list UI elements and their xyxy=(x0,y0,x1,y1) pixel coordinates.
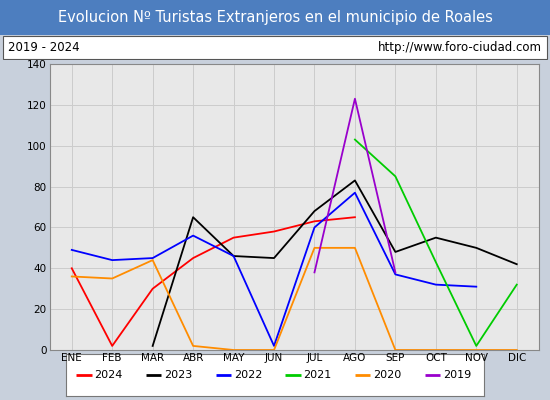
Text: 2024: 2024 xyxy=(95,370,123,380)
2020 xyxy=(351,246,358,250)
2019 xyxy=(311,270,318,275)
Text: Evolucion Nº Turistas Extranjeros en el municipio de Roales: Evolucion Nº Turistas Extranjeros en el … xyxy=(58,10,492,25)
2021 xyxy=(473,344,480,348)
2024 xyxy=(109,344,116,348)
Line: 2022: 2022 xyxy=(72,193,476,346)
2020 xyxy=(271,348,277,352)
2022 xyxy=(432,282,439,287)
Text: 2022: 2022 xyxy=(234,370,262,380)
2024 xyxy=(230,235,237,240)
Text: 2021: 2021 xyxy=(304,370,332,380)
2022 xyxy=(230,254,237,258)
Text: 2023: 2023 xyxy=(164,370,192,380)
2020 xyxy=(514,348,520,352)
2022 xyxy=(109,258,116,262)
Text: 2019 - 2024: 2019 - 2024 xyxy=(8,41,80,54)
Text: 2019: 2019 xyxy=(443,370,471,380)
2020 xyxy=(230,348,237,352)
2020 xyxy=(311,246,318,250)
2019 xyxy=(351,96,358,101)
2020 xyxy=(392,348,399,352)
2024 xyxy=(150,286,156,291)
Line: 2021: 2021 xyxy=(355,140,517,346)
2020 xyxy=(150,258,156,262)
2024 xyxy=(351,215,358,220)
2022 xyxy=(351,190,358,195)
Line: 2020: 2020 xyxy=(72,248,517,350)
2022 xyxy=(473,284,480,289)
2024 xyxy=(190,256,196,260)
2022 xyxy=(150,256,156,260)
2022 xyxy=(392,272,399,277)
2021 xyxy=(432,260,439,264)
2021 xyxy=(392,174,399,179)
2022 xyxy=(271,344,277,348)
2024 xyxy=(68,266,75,271)
Text: http://www.foro-ciudad.com: http://www.foro-ciudad.com xyxy=(378,41,542,54)
2020 xyxy=(432,348,439,352)
Text: 2020: 2020 xyxy=(373,370,402,380)
2020 xyxy=(473,348,480,352)
Line: 2024: 2024 xyxy=(72,217,355,346)
FancyBboxPatch shape xyxy=(3,36,547,59)
2024 xyxy=(271,229,277,234)
2022 xyxy=(190,233,196,238)
2021 xyxy=(351,137,358,142)
2020 xyxy=(109,276,116,281)
2022 xyxy=(68,248,75,252)
Line: 2019: 2019 xyxy=(315,99,395,272)
2019 xyxy=(392,270,399,275)
2021 xyxy=(514,282,520,287)
2020 xyxy=(68,274,75,279)
2020 xyxy=(190,344,196,348)
2024 xyxy=(311,219,318,224)
2022 xyxy=(311,225,318,230)
